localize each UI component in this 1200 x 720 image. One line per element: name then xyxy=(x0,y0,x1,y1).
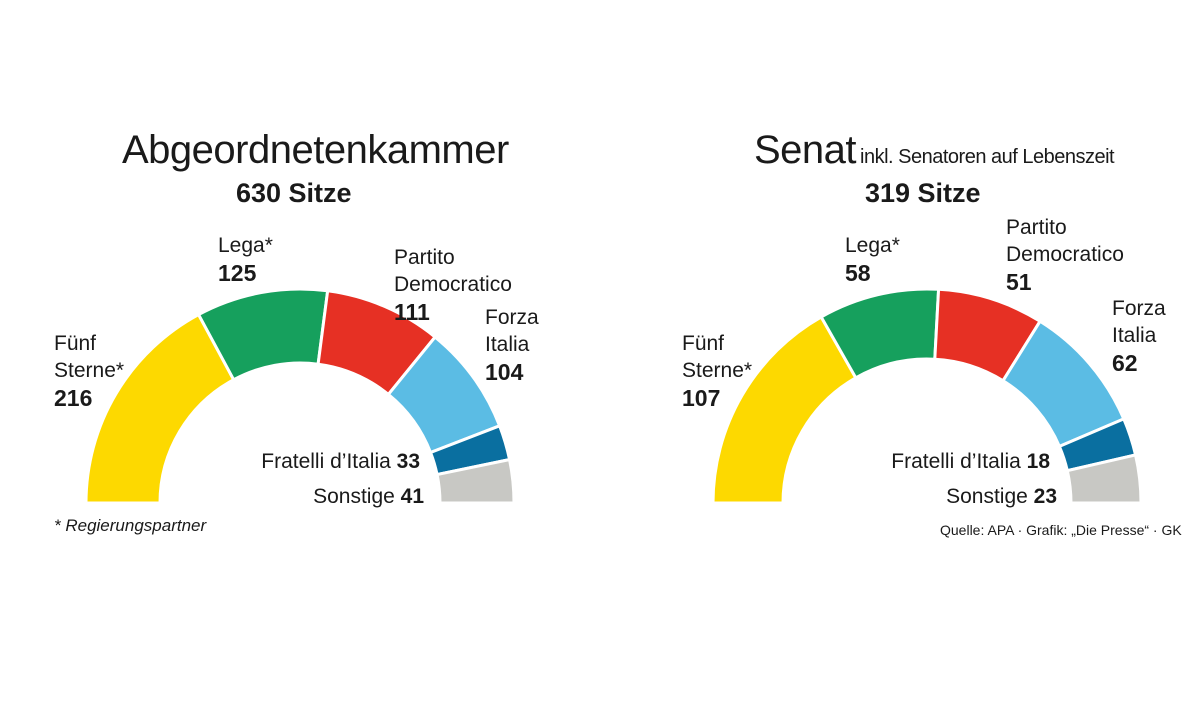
chart-subtitle: 630 Sitze xyxy=(236,178,352,208)
segment-label: Partito Democratico 51 xyxy=(1006,216,1124,295)
segment-label: Forza Italia 62 xyxy=(1112,297,1166,376)
segment-label-name: Partito xyxy=(394,246,455,269)
segment-label-value: 104 xyxy=(485,359,524,385)
segment-f-nf-sterne xyxy=(84,312,236,505)
segment-label-value: 18 xyxy=(1027,450,1051,473)
chart-abgeordnetenkammer: Abgeordnetenkammer 630 Sitze Fünf Sterne*… xyxy=(54,128,539,535)
segment-label-name: Democratico xyxy=(1006,243,1124,266)
chart-title-suffix: inkl. Senatoren auf Lebenszeit xyxy=(860,146,1115,168)
segment-label-name: Sterne* xyxy=(54,359,124,382)
segment-label: Lega* 58 xyxy=(845,234,900,286)
segment-label-name: Democratico xyxy=(394,273,512,296)
segment-label: Fünf Sterne* 107 xyxy=(682,332,752,411)
segment-label: Fünf Sterne* 216 xyxy=(54,332,124,411)
segment-label: Forza Italia 104 xyxy=(485,306,539,385)
source-note: Quelle: APA · Grafik: „Die Presse“ · GK xyxy=(940,522,1182,538)
segment-label-value: 111 xyxy=(394,299,430,325)
segment-label-name: Italia xyxy=(1112,324,1157,347)
chart-subtitle: 319 Sitze xyxy=(865,178,981,208)
segment-label: Fratelli d’Italia 18 xyxy=(891,450,1050,473)
segment-label-value: 23 xyxy=(1034,485,1057,508)
chart-senat: Senat inkl. Senatoren auf Lebenszeit 319 … xyxy=(600,0,1200,720)
chart-title-text: Abgeordnetenkammer xyxy=(122,128,509,172)
segment-label-name: Sterne* xyxy=(682,359,752,382)
segment-label-name: Sonstige xyxy=(946,485,1034,508)
segment-label-name: Lega* xyxy=(845,234,900,257)
segment-label: Sonstige 23 xyxy=(946,485,1057,508)
segment-label: Partito Democratico 111 xyxy=(394,246,512,325)
chart-title: Abgeordnetenkammer xyxy=(122,128,509,173)
donut-plot: Fünf Sterne* 107 Lega* 58 Partito Democratico 5… xyxy=(682,216,1166,508)
segment-label: Fratelli d’Italia 33 xyxy=(261,450,420,473)
segment-label-name: Forza xyxy=(1112,297,1166,320)
segment-label-name: Fratelli d’Italia xyxy=(891,450,1026,473)
segment-label-value: 216 xyxy=(54,385,92,411)
segment-label-name: Forza xyxy=(485,306,539,329)
segment-label: Sonstige 41 xyxy=(313,485,424,508)
segment-sonstige xyxy=(1065,453,1143,505)
chart-title-text: Senat xyxy=(754,128,857,172)
donut-plot: Fünf Sterne* 216 Lega* 125 Partito Democratico… xyxy=(54,234,539,508)
segment-label: Lega* 125 xyxy=(218,234,273,286)
segment-label-value: 58 xyxy=(845,260,871,286)
segment-label-name: Fünf xyxy=(54,332,96,355)
segment-sonstige xyxy=(435,457,516,505)
segment-label-name: Sonstige xyxy=(313,485,401,508)
segment-label-name: Fünf xyxy=(682,332,724,355)
segment-label-name: Fratelli d’Italia xyxy=(261,450,396,473)
chart-title: Senat inkl. Senatoren auf Lebenszeit xyxy=(754,128,1115,173)
segment-label-name: Italia xyxy=(485,333,530,356)
segment-label-name: Lega* xyxy=(218,234,273,257)
segment-label-name: Partito xyxy=(1006,216,1067,239)
footnote: * Regierungspartner xyxy=(54,516,207,535)
segment-label-value: 33 xyxy=(397,450,420,473)
segment-label-value: 107 xyxy=(682,385,720,411)
segment-label-value: 51 xyxy=(1006,269,1032,295)
segment-label-value: 125 xyxy=(218,260,257,286)
segment-label-value: 62 xyxy=(1112,350,1138,376)
segment-f-nf-sterne xyxy=(711,314,858,505)
segment-label-value: 41 xyxy=(401,485,425,508)
